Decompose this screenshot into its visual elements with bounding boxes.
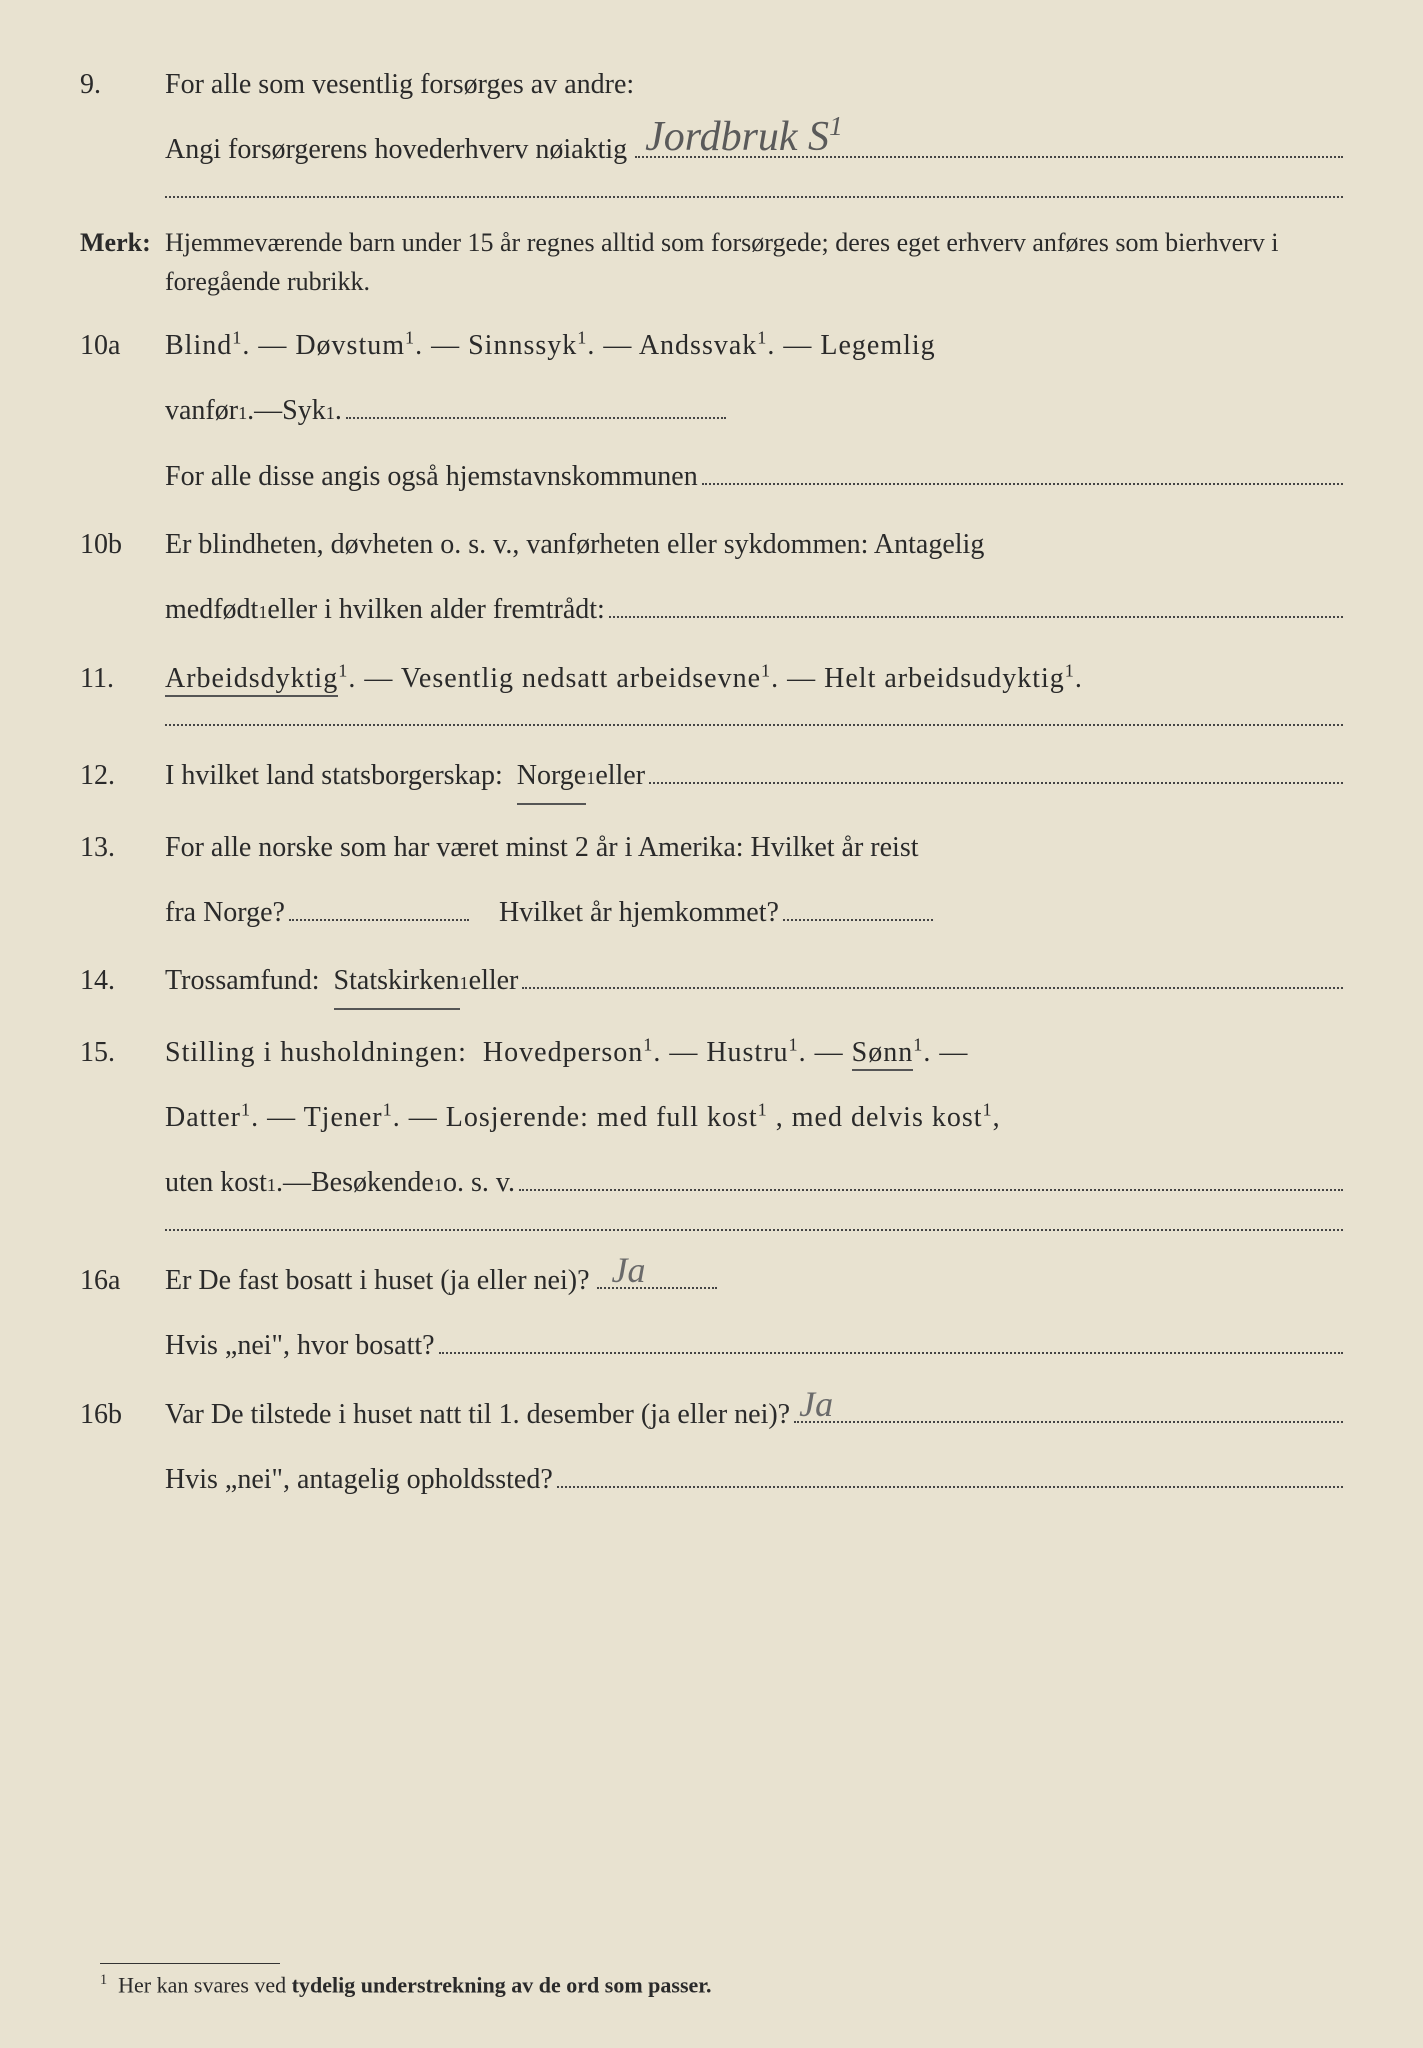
q16a-line1: Er De fast bosatt i huset (ja eller nei)… [165,1256,1343,1306]
section-divider [165,724,1343,726]
question-content: Er De fast bosatt i huset (ja eller nei)… [165,1256,1343,1372]
question-number: 10a [80,321,165,371]
question-content: Arbeidsdyktig1. — Vesentlig nedsatt arbe… [165,654,1343,704]
answer-line[interactable] [522,961,1343,989]
question-11: 11. Arbeidsdyktig1. — Vesentlig nedsatt … [80,654,1343,704]
question-16a: 16a Er De fast bosatt i huset (ja eller … [80,1256,1343,1372]
question-10b: 10b Er blindheten, døvheten o. s. v., va… [80,520,1343,636]
q12-underlined: Norge [517,751,586,804]
answer-line[interactable] [702,457,1343,485]
answer-line[interactable] [557,1460,1343,1488]
question-number: 9. [80,60,165,110]
q14-underlined: Statskirken [334,956,460,1009]
answer-line[interactable] [609,590,1343,618]
answer-line[interactable] [346,391,726,419]
q16b-line1: Var De tilstede i huset natt til 1. dese… [165,1390,1343,1440]
answer-line[interactable] [289,893,469,921]
question-content: Var De tilstede i huset natt til 1. dese… [165,1390,1343,1506]
q15-line3: uten kost1. — Besøkende1 o. s. v. [165,1158,1343,1208]
footnote-text: 1 Her kan svares ved tydelig understrekn… [100,1972,712,1998]
question-number: 11. [80,654,165,704]
q10a-options-line2: vanfør1. — Syk1. [165,386,1343,436]
q10b-line2: medfødt1 eller i hvilken alder fremtrådt… [165,585,1343,635]
question-content: I hvilket land statsborgerskap: Norge1 e… [165,751,1343,804]
section-divider [165,1229,1343,1231]
q10b-line1: Er blindheten, døvheten o. s. v., vanfør… [165,520,1343,570]
q15-line1: Stilling i husholdningen: Hovedperson1. … [165,1028,1343,1078]
question-content: Stilling i husholdningen: Hovedperson1. … [165,1028,1343,1209]
question-content: For alle som vesentlig forsørges av andr… [165,60,1343,176]
question-number: 10b [80,520,165,570]
q15-underlined: Sønn [852,1037,914,1071]
answer-line[interactable] [439,1326,1343,1354]
q16a-line2: Hvis „nei", hvor bosatt? [165,1321,1343,1371]
merk-note: Merk: Hjemmeværende barn under 15 år reg… [80,223,1343,301]
question-10a: 10a Blind1. — Døvstum1. — Sinnssyk1. — A… [80,321,1343,502]
q16b-handwritten-answer: Ja [799,1372,833,1437]
q13-line2: fra Norge? Hvilket år hjemkommet? [165,888,1343,938]
question-number: 12. [80,751,165,801]
question-16b: 16b Var De tilstede i huset natt til 1. … [80,1390,1343,1506]
q9-prefix: Angi forsørgerens hovederhverv nøiaktig [165,125,627,175]
question-number: 13. [80,823,165,873]
q16b-line2: Hvis „nei", antagelig opholdssted? [165,1455,1343,1505]
question-number: 16a [80,1256,165,1306]
q9-line2: Angi forsørgerens hovederhverv nøiaktig … [165,125,1343,175]
question-content: Trossamfund: Statskirken1 eller [165,956,1343,1009]
question-15: 15. Stilling i husholdningen: Hovedperso… [80,1028,1343,1209]
answer-line[interactable] [649,756,1343,784]
question-9: 9. For alle som vesentlig forsørges av a… [80,60,1343,176]
question-number: 14. [80,956,165,1006]
answer-line[interactable] [519,1163,1343,1191]
footnote: 1 Her kan svares ved tydelig understrekn… [100,1963,712,1998]
q13-line1: For alle norske som har været minst 2 år… [165,823,1343,873]
q9-handwritten-answer: Jordbruk S1 [645,100,843,176]
question-14: 14. Trossamfund: Statskirken1 eller [80,956,1343,1009]
question-content: Blind1. — Døvstum1. — Sinnssyk1. — Andss… [165,321,1343,502]
footnote-rule [100,1963,280,1964]
merk-text: Hjemmeværende barn under 15 år regnes al… [165,223,1343,301]
q15-line2: Datter1. — Tjener1. — Losjerende: med fu… [165,1093,1343,1143]
answer-line[interactable] [794,1395,1343,1423]
answer-line[interactable] [783,893,933,921]
q11-underlined: Arbeidsdyktig [165,663,338,697]
q16a-handwritten-answer: Ja [612,1238,646,1303]
q10a-options-line1: Blind1. — Døvstum1. — Sinnssyk1. — Andss… [165,321,1343,371]
question-content: Er blindheten, døvheten o. s. v., vanfør… [165,520,1343,636]
question-content: For alle norske som har været minst 2 år… [165,823,1343,939]
section-divider [165,196,1343,198]
q10a-line3: For alle disse angis også hjemstavnskomm… [165,452,1343,502]
question-number: 16b [80,1390,165,1440]
question-13: 13. For alle norske som har været minst … [80,823,1343,939]
question-12: 12. I hvilket land statsborgerskap: Norg… [80,751,1343,804]
question-number: 15. [80,1028,165,1078]
merk-label: Merk: [80,223,165,262]
